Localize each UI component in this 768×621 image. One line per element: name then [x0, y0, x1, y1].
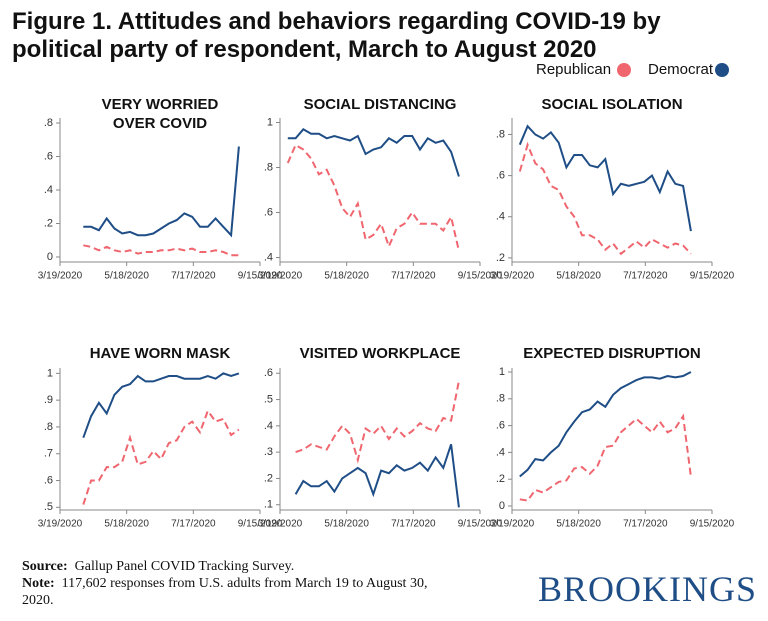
- x-tick-label: 3/19/2020: [38, 271, 83, 282]
- series-line: [82, 408, 240, 505]
- y-tick-label: .3: [264, 446, 273, 458]
- series-line: [294, 443, 460, 508]
- x-tick-label: 7/17/2020: [391, 519, 436, 530]
- y-tick-label: .4: [264, 420, 273, 432]
- x-tick-label: 9/15/2020: [238, 271, 283, 282]
- y-tick-label: 0: [499, 500, 505, 512]
- y-tick-label: 1: [499, 366, 505, 378]
- series-line: [287, 128, 460, 177]
- y-tick-label: .8: [496, 128, 505, 140]
- legend-label: Democrat: [648, 61, 714, 78]
- x-tick-label: 5/18/2020: [104, 271, 149, 282]
- x-tick-label: 7/17/2020: [623, 519, 668, 530]
- series-line: [295, 380, 460, 464]
- x-tick-label: 3/19/2020: [490, 271, 535, 282]
- note-text: 117,602 responses from U.S. adults from …: [22, 576, 428, 608]
- y-tick-label: .8: [44, 117, 53, 129]
- y-tick-label: .2: [496, 252, 505, 264]
- x-tick-label: 3/19/2020: [490, 519, 535, 530]
- source-text: Gallup Panel COVID Tracking Survey.: [74, 559, 295, 574]
- x-tick-label: 7/17/2020: [623, 271, 668, 282]
- y-tick-label: .1: [264, 499, 273, 511]
- x-tick-label: 9/15/2020: [690, 271, 735, 282]
- series-line: [286, 143, 460, 252]
- y-tick-label: .2: [44, 217, 53, 229]
- x-tick-label: 9/15/2020: [238, 519, 283, 530]
- y-tick-label: .6: [44, 474, 53, 486]
- panel-title: SOCIAL DISTANCING: [303, 96, 457, 113]
- series-line: [82, 372, 240, 439]
- y-tick-label: .8: [264, 161, 273, 173]
- x-tick-label: 5/18/2020: [556, 271, 601, 282]
- x-tick-label: 7/17/2020: [171, 519, 216, 530]
- y-tick-label: 1: [267, 116, 273, 128]
- y-tick-label: 1: [47, 367, 53, 379]
- x-tick-label: 7/17/2020: [391, 271, 436, 282]
- footnotes: Source: Gallup Panel COVID Tracking Surv…: [22, 558, 442, 609]
- x-tick-label: 5/18/2020: [104, 519, 149, 530]
- x-tick-label: 9/15/2020: [458, 519, 503, 530]
- x-tick-label: 5/18/2020: [324, 519, 369, 530]
- y-tick-label: .9: [44, 394, 53, 406]
- y-tick-label: .6: [496, 420, 505, 432]
- panel-title: EXPECTED DISRUPTION: [523, 345, 701, 362]
- y-tick-label: .4: [44, 184, 53, 196]
- series-line: [83, 244, 239, 257]
- x-tick-label: 3/19/2020: [38, 519, 83, 530]
- source: Source: Gallup Panel COVID Tracking Surv…: [22, 558, 442, 575]
- source-label: Source:: [22, 559, 68, 574]
- y-tick-label: .4: [496, 446, 505, 458]
- y-tick-label: 0: [47, 251, 53, 263]
- note-label: Note:: [22, 576, 55, 591]
- x-tick-label: 9/15/2020: [690, 519, 735, 530]
- series-line: [519, 413, 692, 502]
- x-tick-label: 3/19/2020: [258, 519, 303, 530]
- x-tick-label: 3/19/2020: [258, 271, 303, 282]
- y-tick-label: .6: [264, 206, 273, 218]
- legend-marker: [715, 63, 729, 77]
- panel-title: VISITED WORKPLACE: [299, 345, 461, 362]
- x-tick-label: 5/18/2020: [324, 271, 369, 282]
- y-tick-label: .6: [44, 150, 53, 162]
- y-tick-label: .8: [44, 421, 53, 433]
- panel-title: SOCIAL ISOLATION: [541, 96, 683, 113]
- y-tick-label: .4: [496, 211, 505, 223]
- y-tick-label: .6: [264, 367, 273, 379]
- y-tick-label: .2: [496, 473, 505, 485]
- series-line: [518, 141, 692, 256]
- x-tick-label: 9/15/2020: [458, 271, 503, 282]
- series-line: [518, 124, 692, 232]
- note: Note: 117,602 responses from U.S. adults…: [22, 575, 442, 609]
- x-tick-label: 7/17/2020: [171, 271, 216, 282]
- y-tick-label: .6: [496, 170, 505, 182]
- figure-title: Figure 1. Attitudes and behaviors regard…: [12, 8, 661, 63]
- series-line: [519, 371, 692, 478]
- y-tick-label: .5: [264, 393, 273, 405]
- y-tick-label: .2: [264, 472, 273, 484]
- y-tick-label: .4: [264, 251, 273, 263]
- y-tick-label: .7: [44, 448, 53, 460]
- x-tick-label: 5/18/2020: [556, 519, 601, 530]
- brand-logo: BROOKINGS: [538, 569, 758, 609]
- legend-label: Republican: [536, 61, 611, 78]
- series-line: [83, 146, 240, 238]
- y-tick-label: .5: [44, 501, 53, 513]
- panel-title: HAVE WORN MASK: [89, 345, 231, 362]
- legend-marker: [617, 63, 631, 77]
- panel-title: VERY WORRIED OVER COVID: [101, 96, 219, 132]
- y-tick-label: .8: [496, 393, 505, 405]
